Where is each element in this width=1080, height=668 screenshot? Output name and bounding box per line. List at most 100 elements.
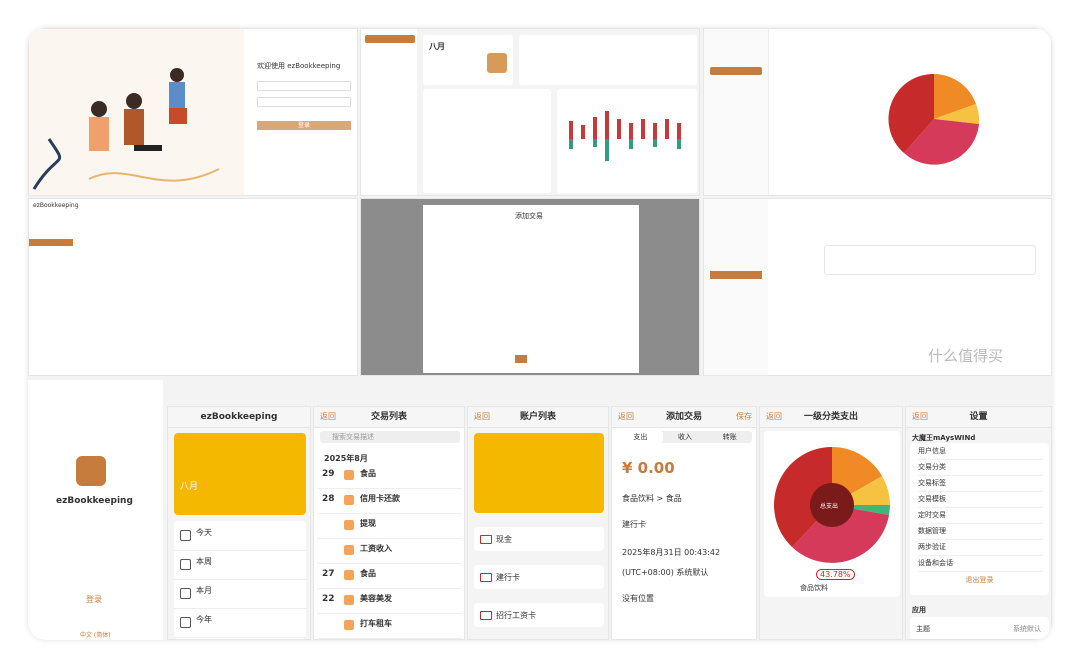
logout[interactable]: 退出登录 — [965, 576, 994, 584]
phone-transactions: 返回 交易列表 搜索交易描述 2025年8月 29 食品 28 信用卡还款提现工资收入 2… — [313, 406, 465, 640]
menu-active — [710, 67, 762, 75]
day: 27 — [322, 569, 335, 579]
category-icon — [344, 620, 354, 630]
period-row[interactable]: 今天 — [174, 521, 306, 551]
transaction-row[interactable]: 22 美容美发 — [318, 588, 462, 614]
account-icon — [480, 535, 492, 544]
chart-card — [557, 89, 697, 193]
tab[interactable]: 收入 — [678, 433, 693, 441]
input[interactable] — [257, 81, 351, 91]
transaction-name: 打车租车 — [360, 619, 392, 628]
section: 应用 — [912, 606, 926, 614]
settings-item[interactable]: 两步验证 — [918, 539, 1043, 556]
back[interactable]: 返回 — [766, 412, 782, 421]
month: 2025年8月 — [324, 454, 368, 463]
transaction-name: 食品 — [360, 569, 376, 578]
settings-item[interactable]: 数据管理 — [918, 523, 1043, 540]
phone-accounts: 返回 账户列表 现金建行卡招行工资卡 — [467, 406, 609, 640]
phone-login: ezBookkeeping 登录 中文 (简体) — [28, 380, 163, 640]
account-row[interactable]: 招行工资卡 — [474, 603, 604, 627]
account-name: 现金 — [496, 535, 512, 544]
desktop-login: 欢迎使用 ezBookkeeping 登录 — [28, 28, 358, 196]
chart-card: 总支出 43.78% 食品饮料 — [764, 431, 900, 597]
settings-item[interactable]: 用户信息 — [918, 443, 1043, 460]
category-icon — [344, 520, 354, 530]
desktop-statistics — [703, 28, 1052, 196]
settings-item[interactable]: 定时交易 — [918, 507, 1043, 524]
period-row[interactable]: 本月 — [174, 579, 306, 609]
transaction-row[interactable]: 28 信用卡还款 — [318, 488, 462, 514]
back[interactable]: 返回 — [618, 412, 634, 421]
phone-settings: 返回 设置 大魔王mAysWINd 用户信息 交易分类 交易标签 交易模板 定时交易 数据管… — [905, 406, 1052, 640]
category-icon — [344, 470, 354, 480]
back[interactable]: 返回 — [474, 412, 490, 421]
phone-chart: 返回 一级分类支出 总支出 43.78% 食品饮料 — [759, 406, 903, 640]
header: 返回 账户列表 — [468, 407, 608, 428]
period-icon — [180, 617, 191, 628]
app-settings: 主题 系统默认 — [910, 617, 1049, 639]
desktop-transactions: ezBookkeeping — [28, 198, 358, 376]
location[interactable]: 没有位置 — [622, 594, 654, 603]
card — [519, 35, 697, 85]
save-button[interactable] — [515, 355, 527, 363]
tab[interactable]: 支出 — [618, 431, 663, 443]
transaction-name: 工资收入 — [360, 544, 392, 553]
settings-item[interactable]: 交易分类 — [918, 459, 1043, 476]
category: 食品饮料 — [800, 584, 828, 592]
transaction-row[interactable]: 工资收入 — [318, 538, 462, 564]
day: 22 — [322, 594, 335, 604]
tabs: 支出 收入 转账 — [618, 431, 752, 443]
login-link[interactable]: 登录 — [86, 595, 102, 604]
time[interactable]: 2025年8月31日 00:43:42 — [622, 548, 721, 557]
header: 返回 设置 — [906, 407, 1051, 428]
period-name: 本周 — [196, 557, 212, 566]
illustration — [29, 29, 244, 195]
language[interactable]: 中文 (简体) — [80, 632, 111, 639]
header: 返回 一级分类支出 — [760, 407, 902, 428]
input[interactable] — [257, 97, 351, 107]
title: 交易列表 — [370, 412, 407, 422]
period-row[interactable]: 本周 — [174, 550, 306, 580]
tab[interactable]: 转账 — [722, 433, 737, 441]
search[interactable]: 搜索交易描述 — [320, 431, 460, 443]
transaction-row[interactable]: 29 食品 — [318, 463, 462, 489]
dialog: 添加交易 — [423, 205, 639, 373]
save[interactable]: 保存 — [736, 412, 752, 421]
donut-chart — [774, 447, 890, 563]
transaction-name: 信用卡还款 — [360, 494, 400, 503]
period-name: 本月 — [196, 586, 212, 595]
card: 八月 — [423, 35, 513, 85]
transaction-row[interactable]: 打车租车 — [318, 613, 462, 639]
icon — [487, 53, 507, 73]
timezone[interactable]: (UTC+08:00) 系统默认 — [622, 568, 709, 577]
account-row[interactable]: 建行卡 — [474, 565, 604, 589]
back[interactable]: 返回 — [912, 412, 928, 421]
period-row[interactable]: 今年 — [174, 608, 306, 638]
category[interactable]: 食品饮料 > 食品 — [622, 494, 682, 503]
center-label: 总支出 — [820, 503, 839, 510]
dialog-title: 添加交易 — [515, 212, 543, 220]
login-button[interactable]: 登录 — [257, 121, 351, 130]
account-name: 招行工资卡 — [496, 611, 536, 620]
transaction-row[interactable]: 提现 — [318, 513, 462, 539]
settings-item[interactable]: 交易模板 — [918, 491, 1043, 508]
card — [824, 245, 1036, 275]
transaction-row[interactable]: 27 食品 — [318, 563, 462, 589]
header: ezBookkeeping — [168, 407, 310, 428]
login-title: 欢迎使用 ezBookkeeping — [257, 62, 341, 70]
account-row[interactable]: 现金 — [474, 527, 604, 551]
app-name: ezBookkeeping — [56, 496, 133, 506]
back[interactable]: 返回 — [320, 412, 336, 421]
account[interactable]: 建行卡 — [622, 520, 646, 529]
settings-item[interactable]: 交易标签 — [918, 475, 1043, 492]
transaction-name: 提现 — [360, 519, 376, 528]
period-icon — [180, 559, 191, 570]
settings-item[interactable]: 设备和会话 — [918, 555, 1043, 572]
theme[interactable]: 主题 — [916, 625, 930, 633]
day: 29 — [322, 469, 335, 479]
transaction-name: 食品 — [360, 469, 376, 478]
title: 账户列表 — [519, 412, 556, 422]
phone-add: 返回 添加交易 保存 支出 收入 转账 ¥ 0.00 食品饮料 > 食品 建行卡 202… — [611, 406, 757, 640]
card — [423, 89, 551, 193]
